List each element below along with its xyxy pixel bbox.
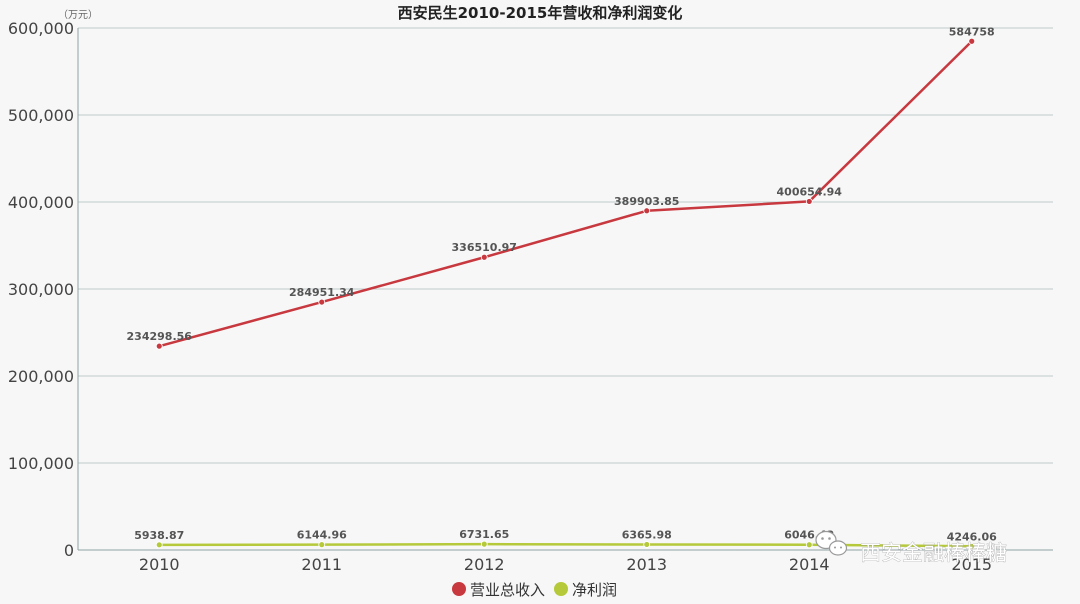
legend-label[interactable]: 营业总收入 [470,581,545,599]
grid [78,27,1053,464]
data-label: 336510.97 [452,241,517,254]
x-tick-label: 2010 [139,555,180,574]
watermark-text: 西安金融棒棒糖 [860,541,1007,565]
data-label: 400654.94 [777,185,843,198]
series-line-1 [159,542,972,548]
wechat-icon [815,530,848,556]
y-tick-label: 600,000 [8,19,74,38]
y-tick-label: 0 [64,541,74,560]
y-axis-unit: （万元） [58,9,98,21]
data-point[interactable] [805,541,813,549]
data-label: 234298.56 [127,330,193,343]
data-point[interactable] [805,198,813,205]
data-label: 389903.85 [614,195,679,208]
series-line-0 [158,40,973,348]
data-point[interactable] [480,253,488,261]
data-label: 6144.96 [297,529,347,542]
data-label: 4246.06 [947,530,997,543]
legend-marker[interactable] [554,582,568,596]
data-point[interactable] [318,541,326,549]
data-point[interactable] [968,542,976,550]
legend[interactable]: 营业总收入 净利润 [452,581,617,599]
data-point[interactable] [643,207,651,215]
data-label: 6731.65 [459,528,509,541]
legend-marker[interactable] [452,582,466,596]
y-tick-label: 200,000 [8,367,74,386]
x-tick-label: 2014 [789,555,830,574]
data-labels: 234298.56 284951.34 336510.97 389903.85 4006… [127,25,998,543]
data-point[interactable] [480,540,488,548]
y-tick-label: 100,000 [8,454,74,473]
data-label: 5938.87 [134,529,184,542]
data-point[interactable] [155,342,163,350]
data-label: 584758 [949,25,995,38]
watermark: 西安金融棒棒糖 [815,530,1007,565]
y-tick-label: 300,000 [8,280,74,299]
x-tick-label: 2015 [951,555,992,574]
y-tick-label: 500,000 [8,106,74,125]
data-point[interactable] [155,541,163,549]
data-point[interactable] [643,541,651,548]
y-axis-ticks: 0 100,000 200,000 300,000 400,000 500,000 600,… [8,19,74,560]
data-label: 6365.98 [622,528,672,541]
y-tick-label: 400,000 [8,193,74,212]
data-point[interactable] [968,37,976,45]
x-tick-label: 2013 [626,555,667,574]
legend-label[interactable]: 净利润 [572,581,617,599]
x-tick-label: 2011 [301,555,342,574]
data-point[interactable] [318,298,326,306]
chart-title: 西安民生2010-2015年营收和净利润变化 [398,4,683,22]
axes [77,28,1053,551]
data-label: 284951.34 [289,286,355,299]
x-tick-label: 2012 [464,555,505,574]
x-axis-ticks: 2010 2011 2012 2013 2014 2015 [139,555,992,574]
